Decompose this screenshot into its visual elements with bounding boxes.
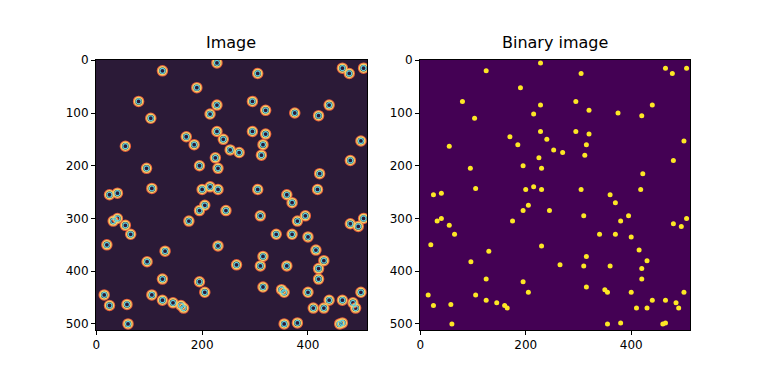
svg-text:400: 400 [390, 264, 413, 278]
svg-text:Image: Image [206, 33, 256, 52]
svg-text:400: 400 [297, 338, 320, 352]
svg-text:500: 500 [66, 317, 89, 331]
svg-text:Binary image: Binary image [502, 33, 608, 52]
svg-text:300: 300 [390, 212, 413, 226]
svg-text:500: 500 [390, 317, 413, 331]
svg-text:400: 400 [66, 264, 89, 278]
svg-text:300: 300 [66, 212, 89, 226]
svg-text:200: 200 [390, 159, 413, 173]
svg-text:200: 200 [514, 338, 537, 352]
svg-text:0: 0 [81, 53, 89, 67]
svg-text:0: 0 [405, 53, 413, 67]
svg-text:0: 0 [416, 338, 424, 352]
svg-text:0: 0 [92, 338, 100, 352]
svg-text:100: 100 [66, 106, 89, 120]
svg-text:200: 200 [66, 159, 89, 173]
svg-text:100: 100 [390, 106, 413, 120]
svg-text:400: 400 [620, 338, 643, 352]
svg-text:200: 200 [191, 338, 214, 352]
